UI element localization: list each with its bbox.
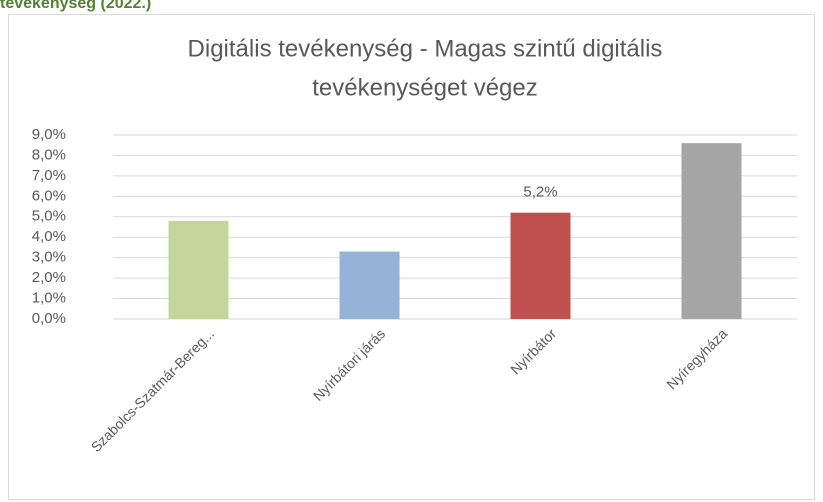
bar [681,143,742,319]
y-tick-label: 5,0% [32,208,66,225]
page-heading: tevékenység (2022.) [0,0,151,12]
chart-title: tevékenységet végez [312,74,537,101]
bar [510,212,571,319]
y-tick-label: 2,0% [32,269,66,286]
y-tick-label: 9,0% [32,126,66,143]
y-tick-label: 8,0% [32,146,66,163]
chart-frame [8,14,815,500]
chart-title: Digitális tevékenység - Magas szintű dig… [188,35,663,62]
y-tick-label: 0,0% [32,310,66,327]
y-tick-label: 3,0% [32,249,66,266]
bar [339,251,400,319]
y-tick-label: 1,0% [32,290,66,307]
data-label: 5,2% [523,184,557,201]
y-tick-label: 4,0% [32,228,66,245]
y-tick-label: 6,0% [32,187,66,204]
y-tick-label: 7,0% [32,167,66,184]
bar [168,220,229,319]
